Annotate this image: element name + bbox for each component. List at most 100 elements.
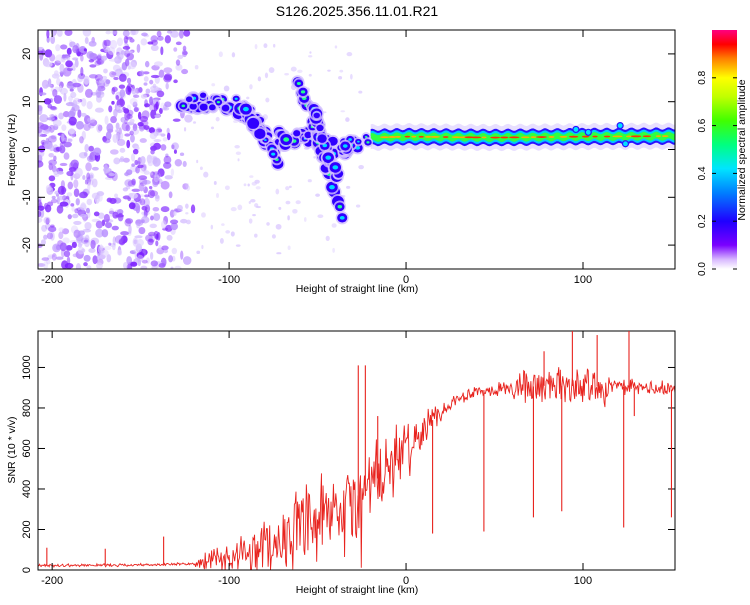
spectrogram-noise-blob: [112, 133, 119, 143]
spectrogram-noise-blob: [94, 60, 102, 66]
spectrogram-noise-blob: [164, 175, 173, 180]
snr-spikes: [46, 331, 673, 566]
spectrogram-noise-blob: [55, 44, 61, 52]
spectrogram-noise-blob: [63, 250, 71, 258]
spectrogram-noise-blob: [38, 205, 45, 211]
spectrogram-noise-blob: [153, 138, 162, 143]
carrier-core: [424, 135, 432, 138]
spectrogram-noise-blob: [152, 156, 158, 165]
spectrogram-noise-blob: [68, 128, 75, 135]
carrier-core: [642, 135, 652, 138]
spectrogram-noise-blob: [303, 217, 307, 222]
spectrogram-noise-blob: [149, 251, 154, 260]
spectrogram-noise-blob: [63, 92, 67, 102]
spectrogram-noise-blob: [108, 173, 116, 177]
spectrogram-noise-blob: [340, 110, 346, 113]
spectrogram-noise-blob: [250, 199, 256, 203]
spectrogram-x-tick-label: -100: [218, 274, 240, 286]
spectrogram-noise-blob: [108, 105, 113, 113]
spectrogram-noise-blob: [131, 178, 136, 186]
colorbar-tick-label: 0.8: [697, 70, 708, 84]
spectrogram-noise-blob: [254, 43, 258, 50]
spectrogram-noise-blob: [141, 110, 150, 119]
snr-x-tick-label: 0: [403, 575, 409, 587]
spectrogram-noise-blob: [183, 127, 187, 132]
carrier-core: [536, 136, 547, 138]
spectrogram-noise-blob: [137, 259, 141, 267]
snr-x-tick-label: 100: [574, 575, 592, 587]
spectrogram-noise-blob: [185, 203, 189, 209]
spectrogram-y-tick-label: 20: [21, 48, 33, 60]
spectrogram-noise-blob: [74, 59, 79, 68]
spectrogram-noise-blob: [99, 244, 104, 251]
spectrogram-noise-blob: [145, 88, 151, 94]
spectrogram-noise-blob: [129, 38, 135, 43]
spectrogram-noise-blob: [223, 85, 230, 92]
spectrogram-noise-blob: [157, 35, 164, 41]
spectrogram-noise-blob: [125, 218, 134, 224]
spectrogram-noise-blob: [45, 184, 52, 192]
spectrogram-noise-blob: [110, 149, 119, 155]
spectrogram-noise-blob: [175, 59, 181, 66]
spectrogram-noise-blob: [92, 255, 98, 265]
spectrogram-trace: [174, 75, 374, 225]
spectrogram-noise-blob: [128, 224, 132, 235]
spectrogram-noise-blob: [183, 30, 191, 37]
spectrogram-noise-blob: [120, 117, 127, 123]
spectrogram-noise-blob: [78, 45, 87, 53]
spectrogram-noise-blob: [155, 240, 159, 247]
spectrogram-noise-blob: [111, 243, 116, 251]
spectrogram-noise-blob: [156, 90, 165, 98]
spectrogram-noise-blob: [66, 67, 73, 72]
spectrogram-noise-blob: [53, 167, 59, 175]
spectrogram-noise-blob: [69, 88, 74, 92]
spectrogram-noise-blob: [61, 260, 69, 269]
spectrogram-noise-blob: [88, 74, 98, 79]
spectrogram-noise-blob: [150, 149, 155, 155]
trace-core: [348, 138, 352, 141]
spectrogram-noise-blob: [102, 168, 111, 174]
spectrogram-noise-blob: [130, 165, 138, 173]
spectrogram-noise-blob: [82, 30, 92, 37]
spectrogram-noise-blob: [57, 195, 65, 201]
carrier-core: [592, 135, 598, 138]
spectrogram-noise-blob: [88, 59, 95, 63]
spectrogram-noise-blob: [128, 202, 136, 210]
spectrogram-noise-blob: [171, 142, 180, 150]
spectrogram-noise-blob: [52, 243, 61, 253]
spectrogram-noise-blob: [129, 130, 135, 136]
spectrogram-noise-blob: [85, 207, 90, 214]
spectrogram-noise-blob: [163, 74, 172, 83]
spectrogram-noise-blob: [177, 54, 184, 60]
spectrogram-noise-blob: [126, 139, 131, 149]
spectrogram-noise-blob: [165, 82, 169, 90]
spectrogram-noise-blob: [157, 168, 165, 177]
spectrogram-noise-blob: [150, 74, 160, 79]
spectrogram-noise-blob: [41, 224, 48, 232]
spectrogram-noise-blob: [80, 54, 84, 62]
spectrogram-noise-blob: [61, 133, 65, 142]
spectrogram-noise-blob: [271, 234, 276, 239]
spectrogram-noise-blob: [254, 233, 258, 238]
spectrogram-noise-blob: [231, 52, 236, 58]
spectrogram-y-label: Frequency (Hz): [6, 114, 18, 186]
spectrogram-noise-blob: [72, 82, 82, 88]
spectrogram-noise-blob: [119, 156, 125, 162]
spectrogram-noise-blob: [173, 79, 178, 84]
snr-y-label: SNR (10 * v/v): [6, 416, 18, 483]
spectrogram-noise-blob: [77, 109, 82, 118]
spectrogram-noise-blob: [268, 67, 275, 73]
spectrogram-noise-blob: [308, 55, 313, 58]
spectrogram-noise-blob: [91, 166, 99, 171]
spectrogram-noise-blob: [287, 245, 291, 250]
spectrogram-noise-blob: [137, 184, 146, 191]
spectrogram-noise-blob: [138, 226, 146, 235]
spectrogram-noise-blob: [125, 85, 132, 95]
spectrogram-noise-blob: [131, 163, 135, 167]
spectrogram-noise-blob: [180, 250, 184, 260]
spectrogram-noise-blob: [173, 47, 178, 52]
spectrogram-noise-blob: [168, 255, 173, 263]
spectrogram-noise-blob: [58, 227, 65, 232]
spectrogram-noise-blob: [38, 263, 46, 267]
spectrogram-noise-blob: [157, 173, 161, 182]
